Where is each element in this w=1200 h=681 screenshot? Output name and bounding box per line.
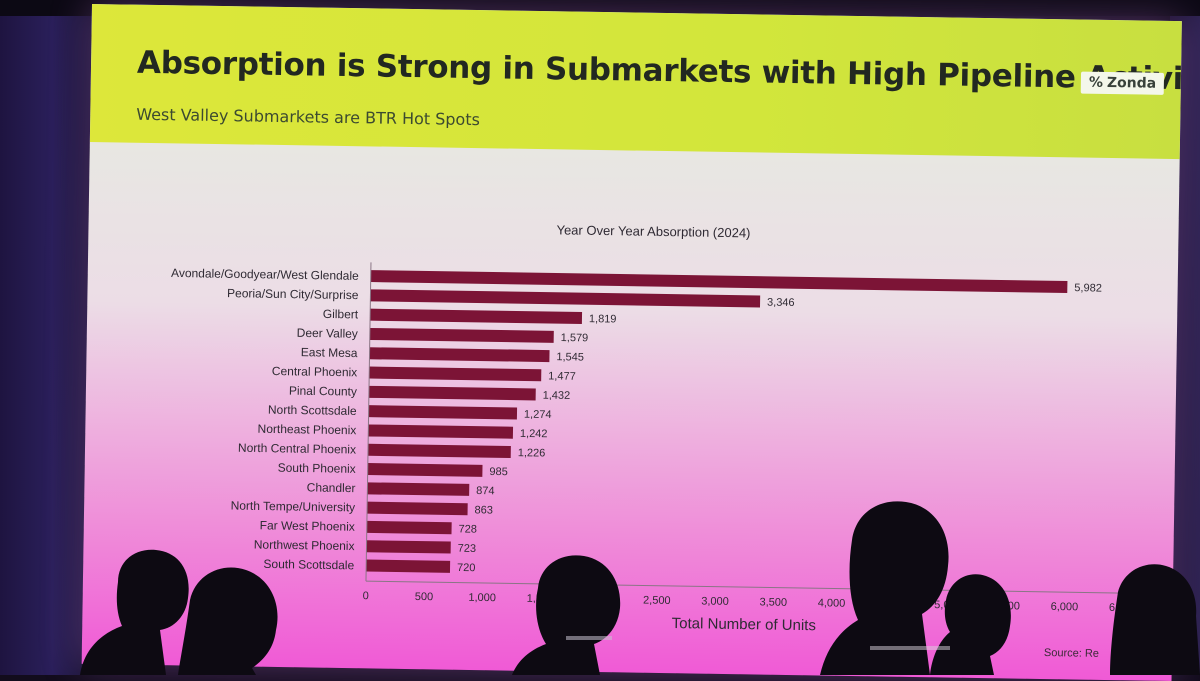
bar: [368, 385, 536, 401]
category-label: South Phoenix: [278, 461, 356, 476]
value-label: 985: [489, 466, 508, 478]
category-label: Avondale/Goodyear/West Glendale: [171, 266, 359, 283]
category-label: Northwest Phoenix: [254, 537, 355, 553]
value-label: 720: [457, 562, 476, 574]
category-label: Gilbert: [323, 307, 359, 322]
bar: [367, 463, 483, 477]
category-label: Chandler: [307, 480, 356, 495]
x-tick-label: 500: [415, 591, 434, 603]
x-tick-label: 3,500: [759, 596, 787, 608]
category-label: North Tempe/University: [231, 498, 356, 514]
bar: [368, 424, 514, 439]
x-tick-label: 3,000: [701, 595, 729, 607]
x-tick-label: 4,500: [876, 598, 904, 610]
bar: [369, 327, 554, 343]
category-label: Far West Phoenix: [260, 518, 355, 533]
x-tick-label: 5,500: [992, 600, 1020, 612]
x-tick-label: 6,000: [1051, 601, 1079, 613]
zonda-logo: % Zonda: [1080, 71, 1165, 95]
value-label: 3,346: [767, 297, 795, 309]
category-label: Deer Valley: [297, 326, 358, 341]
bar: [369, 366, 542, 382]
bar: [367, 501, 468, 516]
value-label: 1,579: [561, 332, 589, 344]
x-tick-label: 1,500: [527, 593, 555, 605]
bar: [369, 347, 550, 363]
category-labels: Avondale/Goodyear/West Glendale Peoria/Su…: [171, 266, 359, 572]
value-label: 728: [458, 523, 477, 535]
category-label: North Central Phoenix: [238, 441, 356, 457]
x-tick-label: 1,000: [468, 592, 496, 604]
x-tick-label: 5,000: [934, 599, 962, 611]
x-tick-label: 0: [363, 590, 369, 602]
category-label: East Mesa: [301, 345, 358, 360]
category-label: South Scottsdale: [263, 557, 354, 572]
bars-group: [366, 270, 1068, 573]
bar: [366, 520, 452, 535]
chart-title: Year Over Year Absorption (2024): [556, 222, 750, 240]
value-label: 5,982: [1074, 282, 1102, 294]
value-label: 1,226: [518, 447, 546, 459]
value-label: 723: [458, 543, 477, 555]
x-axis-label: Total Number of Units: [672, 615, 816, 634]
x-tick-labels: 0 500 1,000 1,500 2,000 2,500 3,000 3,500 4,000 4…: [363, 590, 1137, 614]
bar: [370, 270, 1068, 294]
category-label: North Scottsdale: [268, 403, 357, 418]
category-label: Pinal County: [289, 384, 357, 399]
x-tick-label: 2,500: [643, 595, 671, 607]
category-label: Northeast Phoenix: [258, 422, 357, 438]
value-label: 1,477: [548, 370, 576, 382]
bar: [368, 405, 518, 420]
value-label: 1,274: [524, 409, 552, 421]
zonda-logo-icon: %: [1088, 74, 1104, 91]
category-label: Peoria/Sun City/Surprise: [227, 286, 359, 302]
zonda-logo-text: Zonda: [1106, 74, 1157, 92]
projection-screen: Absorption is Strong in Submarkets with …: [81, 4, 1182, 681]
value-label: 1,242: [520, 428, 548, 440]
value-label: 1,819: [589, 313, 617, 325]
stage-curtain-left: [0, 0, 95, 675]
bar: [370, 289, 761, 308]
bar: [370, 308, 583, 324]
value-label: 874: [476, 485, 495, 497]
x-tick-label: 4,000: [818, 597, 846, 609]
value-label: 1,432: [543, 390, 571, 402]
value-label: 1,545: [556, 351, 584, 363]
y-axis-line: [365, 262, 372, 582]
bar: [367, 482, 470, 496]
absorption-bar-chart: Year Over Year Absorption (2024) Avondal…: [171, 222, 1137, 634]
bar: [367, 443, 511, 458]
bar: [366, 559, 451, 573]
x-tick-label: 2,000: [585, 594, 613, 606]
source-note: Source: Re: [1043, 647, 1100, 660]
bar: [366, 540, 451, 554]
x-tick-label: 6,500: [1109, 602, 1137, 614]
value-label: 863: [475, 504, 494, 516]
category-label: Central Phoenix: [272, 364, 358, 379]
